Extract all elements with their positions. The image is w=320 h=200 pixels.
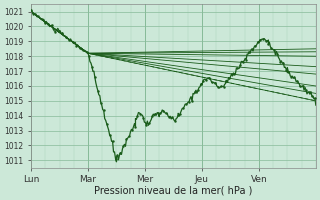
X-axis label: Pression niveau de la mer( hPa ): Pression niveau de la mer( hPa )	[94, 186, 252, 196]
